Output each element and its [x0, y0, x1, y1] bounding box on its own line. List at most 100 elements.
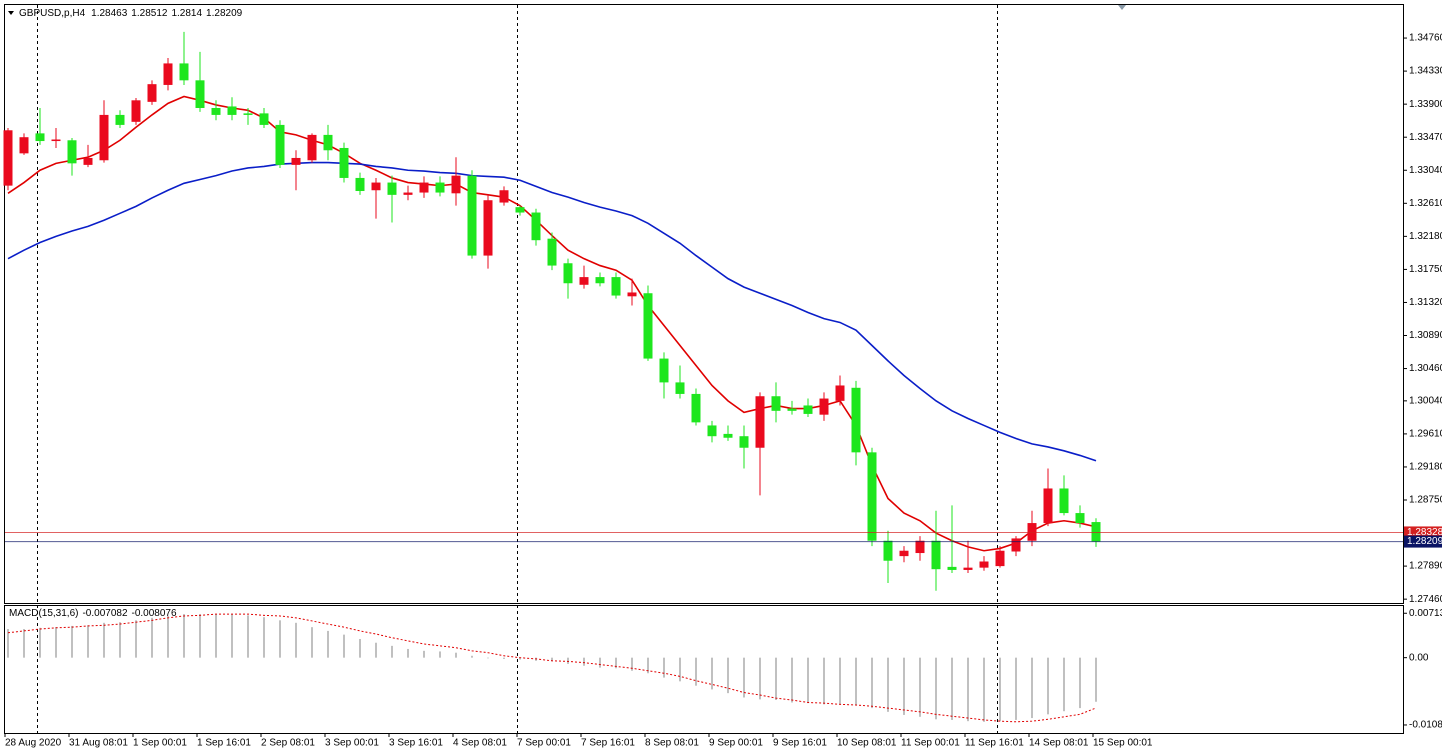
moving-average: [7, 161, 1097, 462]
candle-body: [147, 84, 157, 102]
candle-body: [675, 382, 685, 394]
candle-body: [211, 107, 221, 115]
candle-body: [243, 113, 253, 115]
candle-body: [1075, 513, 1085, 524]
macd-title: MACD(15,31,6): [9, 608, 78, 619]
candle-body: [819, 398, 829, 415]
candle-body: [515, 207, 525, 213]
candle-body: [435, 182, 445, 193]
candle-body: [835, 385, 845, 401]
candle-body: [723, 433, 733, 438]
candle-body: [467, 175, 477, 256]
y-tick-label: 1.30460: [1409, 363, 1442, 374]
candle-body: [1011, 538, 1021, 552]
x-tick-label: 3 Sep 16:01: [389, 738, 443, 749]
y-tick-label: 0.00: [1409, 652, 1429, 663]
candle-body: [883, 540, 893, 561]
chart-title: GBPUSD,p,H4: [19, 8, 86, 19]
candle-body: [803, 405, 813, 414]
candle-body: [787, 408, 797, 411]
candle-body: [275, 124, 285, 165]
x-tick-label: 11 Sep 16:01: [965, 738, 1024, 749]
x-tick-label: 15 Sep 00:01: [1093, 738, 1153, 749]
x-tick-label: 10 Sep 08:01: [837, 738, 897, 749]
candle-body: [67, 140, 77, 164]
candle-body: [755, 396, 765, 448]
last-high: 1.28512: [131, 8, 168, 19]
last-open: 1.28463: [91, 8, 128, 19]
macd-pane: [4, 605, 1404, 734]
price-tag: [1404, 535, 1442, 548]
candle-body: [915, 540, 925, 554]
x-tick-label: 3 Sep 00:01: [325, 738, 379, 749]
candle-body: [867, 452, 877, 541]
candle-body: [451, 175, 461, 194]
candle-body: [1043, 488, 1053, 524]
last-close: 1.28209: [206, 8, 243, 19]
x-tick-label: 9 Sep 16:01: [773, 738, 827, 749]
x-tick-label: 28 Aug 2020: [5, 738, 62, 749]
candle-body: [595, 277, 605, 284]
y-tick-label: 1.31750: [1409, 264, 1442, 275]
candle-body: [627, 292, 637, 297]
x-tick-label: 2 Sep 08:01: [261, 738, 315, 749]
y-tick-label: 1.30040: [1409, 395, 1442, 406]
candle-body: [691, 393, 701, 423]
price-tag: [1404, 526, 1442, 539]
y-tick-label: 0.007134: [1409, 608, 1442, 619]
candle-body: [947, 566, 957, 570]
x-tick-label: 4 Sep 08:01: [453, 738, 507, 749]
y-tick-label: 1.28750: [1409, 495, 1442, 506]
x-tick-label: 7 Sep 16:01: [581, 738, 635, 749]
candle-body: [131, 100, 141, 122]
shift-marker: [1118, 5, 1126, 10]
candle-body: [1027, 523, 1037, 541]
candle-body: [163, 63, 173, 85]
signal-line: [7, 613, 1097, 723]
candle-body: [99, 114, 109, 161]
candle-body: [1091, 522, 1101, 542]
candle-body: [259, 113, 269, 125]
x-tick-label: 9 Sep 00:01: [709, 738, 763, 749]
price-tag-label: 1.28209: [1407, 536, 1442, 547]
y-tick-label: 1.33470: [1409, 132, 1442, 143]
price-tag-label: 1.28328: [1407, 527, 1442, 538]
x-tick-label: 1 Sep 16:01: [197, 738, 251, 749]
candle-body: [179, 63, 189, 81]
x-tick-label: 14 Sep 08:01: [1029, 738, 1089, 749]
candle-body: [3, 130, 13, 186]
macd-header: MACD(15,31,6) -0.007082 -0.008076: [9, 608, 177, 619]
candle-body: [899, 550, 909, 557]
candle-body: [499, 190, 509, 203]
y-tick-label: 1.27890: [1409, 561, 1442, 572]
candle-body: [707, 425, 717, 437]
candle-body: [611, 277, 621, 296]
candle-body: [483, 200, 493, 256]
y-tick-label: -0.01081: [1409, 720, 1442, 731]
candle-body: [371, 182, 381, 191]
y-tick-label: 1.33040: [1409, 165, 1442, 176]
candle-body: [995, 550, 1005, 567]
y-tick-label: 1.33900: [1409, 99, 1442, 110]
signal-last: -0.008076: [132, 608, 177, 619]
candle-body: [115, 114, 125, 125]
candle-body: [659, 358, 669, 383]
candle-body: [355, 177, 365, 192]
candle-body: [387, 182, 397, 195]
candle-body: [547, 238, 557, 266]
y-tick-label: 1.27460: [1409, 594, 1442, 605]
candle-body: [739, 436, 749, 448]
candle-body: [931, 540, 941, 570]
y-tick-label: 1.32610: [1409, 198, 1442, 209]
candle-body: [531, 212, 541, 241]
menu-triangle: [8, 11, 14, 15]
candle-body: [339, 147, 349, 178]
y-tick-label: 1.34760: [1409, 33, 1442, 44]
candle-body: [579, 277, 589, 285]
candle-body: [1059, 488, 1069, 514]
candle-body: [291, 157, 301, 165]
y-tick-label: 1.32180: [1409, 231, 1442, 242]
candle-body: [403, 192, 413, 195]
candle-body: [227, 106, 237, 115]
